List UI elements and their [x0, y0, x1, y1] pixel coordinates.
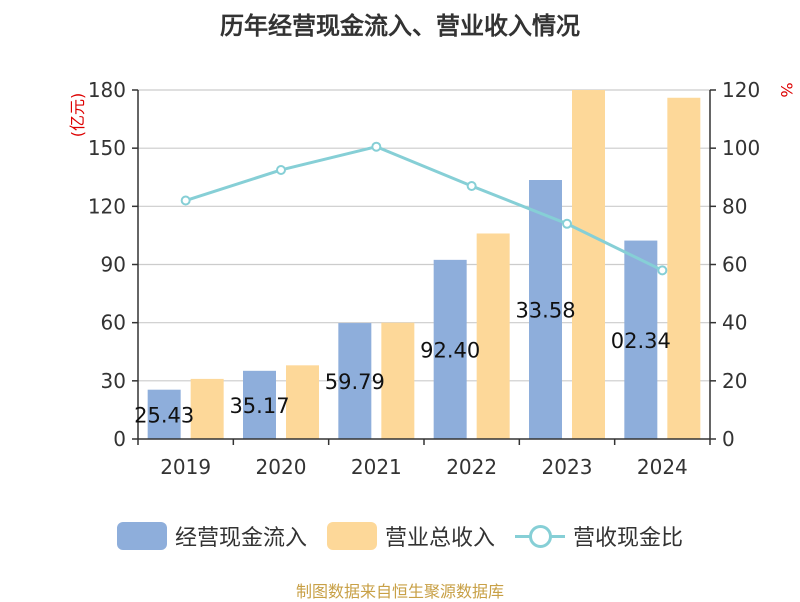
- x-tick-label-2019: 2019: [160, 455, 211, 479]
- bar-revenue-2024[interactable]: [667, 97, 701, 439]
- ratio-line: [180, 141, 668, 276]
- bar-cash-inflow-2019[interactable]: [147, 389, 181, 439]
- y2-tick-label: 100: [722, 136, 760, 160]
- legend-label-cash-inflow: 经营现金流入: [174, 526, 307, 551]
- bar-revenue-2020[interactable]: [286, 365, 319, 439]
- legend-line-ratio-icon: [515, 522, 565, 550]
- y2-tick-label: 80: [722, 194, 747, 218]
- ratio-point-2019[interactable]: [180, 195, 191, 206]
- bar-revenue-2021[interactable]: [381, 322, 415, 439]
- y2-axis-unit: %: [777, 82, 796, 97]
- y-tick-label: 0: [113, 427, 126, 451]
- y2-tick-label: 60: [722, 253, 747, 277]
- source-note: 制图数据来自恒生聚源数据库: [295, 582, 504, 601]
- bars: [147, 90, 701, 439]
- data-label-cash-inflow-2020: 35.17: [229, 394, 289, 418]
- axes: 0 30 60 90 120 150 180 0 20 40 60 80 100 120 2019 2020 2…: [88, 78, 760, 479]
- y-tick-label: 180: [88, 78, 126, 102]
- data-label-cash-inflow-2023: 33.58: [515, 299, 575, 323]
- legend-swatch-cash-inflow: [116, 522, 167, 550]
- legend: 经营现金流入 营业总收入 营收现金比: [0, 516, 800, 556]
- x-tick-label-2022: 2022: [446, 455, 497, 479]
- legend-item-revenue[interactable]: 营业总收入: [326, 520, 495, 552]
- bar-cash-inflow-2022[interactable]: [433, 259, 467, 439]
- legend-label-ratio: 营收现金比: [573, 526, 684, 551]
- legend-item-cash-inflow[interactable]: 经营现金流入: [116, 520, 307, 552]
- x-tick-label-2024: 2024: [637, 455, 688, 479]
- chart-title: 历年经营现金流入、营业收入情况: [220, 12, 580, 40]
- y-tick-label: 120: [88, 194, 126, 218]
- y2-tick-label: 40: [722, 311, 747, 335]
- bar-cash-inflow-2021[interactable]: [338, 323, 372, 439]
- data-label-cash-inflow-2024: 02.34: [611, 329, 671, 353]
- bar-revenue-2022[interactable]: [476, 233, 510, 439]
- legend-item-ratio[interactable]: 营收现金比: [515, 520, 683, 552]
- data-labels: 25.43 35.17 59.79 92.40 33.58 02.34: [134, 299, 671, 428]
- legend-swatch-revenue: [326, 522, 377, 550]
- x-tick-label-2023: 2023: [542, 455, 593, 479]
- bar-cash-inflow-2023[interactable]: [529, 180, 562, 439]
- x-tick-label-2020: 2020: [256, 455, 307, 479]
- ratio-line-path: [185, 145, 663, 272]
- bar-revenue-2019[interactable]: [190, 378, 224, 439]
- y2-tick-label: 0: [722, 427, 735, 451]
- y-tick-label: 30: [101, 369, 126, 393]
- y2-tick-label: 120: [722, 78, 760, 102]
- y2-tick-label: 20: [722, 369, 747, 393]
- data-label-cash-inflow-2021: 59.79: [325, 370, 385, 394]
- data-label-cash-inflow-2019: 25.43: [134, 403, 194, 427]
- legend-label-revenue: 营业总收入: [384, 526, 495, 551]
- bar-cash-inflow-2020[interactable]: [243, 370, 276, 439]
- y-tick-label: 60: [101, 311, 126, 335]
- y-axis-unit: (亿元): [68, 93, 87, 138]
- ratio-point-2023[interactable]: [562, 218, 572, 229]
- bar-cash-inflow-2024[interactable]: [624, 240, 658, 439]
- ratio-point-2022[interactable]: [466, 180, 477, 191]
- data-label-cash-inflow-2022: 92.40: [420, 338, 480, 362]
- ratio-point-2020[interactable]: [276, 164, 286, 175]
- y-tick-label: 150: [88, 136, 126, 160]
- bar-revenue-2023[interactable]: [572, 90, 605, 439]
- y-tick-label: 90: [101, 253, 126, 277]
- ratio-point-2024[interactable]: [657, 265, 668, 276]
- gridlines: [138, 89, 710, 382]
- x-tick-label-2021: 2021: [351, 455, 402, 479]
- ratio-point-2021[interactable]: [371, 141, 382, 152]
